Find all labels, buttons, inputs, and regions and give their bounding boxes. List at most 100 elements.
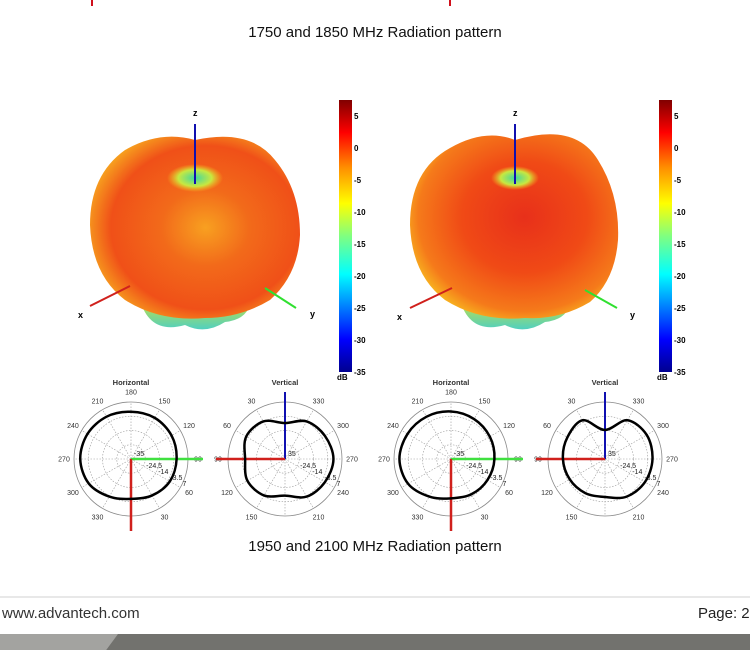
colorbar-tick-label: -30 — [354, 336, 366, 345]
polar-angle-label: 270 — [346, 457, 358, 464]
colorbar-tick-label: -25 — [354, 304, 366, 313]
polar-angle-label: 120 — [541, 490, 553, 497]
polar-angle-label: 240 — [67, 423, 79, 430]
polar-angle-label: 60 — [223, 423, 231, 430]
z-axis-label: z — [513, 108, 518, 118]
polar-grid-spoke — [130, 458, 181, 488]
polar-grid-spoke — [576, 409, 606, 460]
polar-angle-label: 30 — [568, 398, 576, 405]
red-axis-fragment — [449, 0, 451, 6]
polar-plot-vertical: 330300270240210150120906030Vertical35-24… — [534, 378, 678, 522]
red-axis-fragment — [91, 0, 93, 6]
polar-angle-label: 180 — [445, 390, 457, 397]
polar-angle-label: 150 — [479, 398, 491, 405]
colorbar-tick-label: -25 — [674, 304, 686, 313]
y-axis-label: y — [630, 310, 635, 320]
polar-angle-label: 270 — [666, 457, 678, 464]
polar-angle-label: 300 — [657, 423, 669, 430]
figure-area: z x y z x y 5 0 -5 -10 -15 -20 -25 -30 -35 dB 5 0 -5… — [58, 100, 686, 531]
polar-grid-spoke — [130, 458, 160, 509]
pattern-surface — [90, 136, 300, 319]
polar-angle-label: 270 — [58, 457, 70, 464]
polar-title: Horizontal — [113, 378, 150, 387]
polar-r-tick-label: 7 — [336, 481, 340, 488]
page-number: Page: 23 — [697, 605, 750, 622]
polar-r-tick-label: -24.5 — [146, 463, 162, 470]
colorbar-tick-label: -5 — [354, 176, 362, 185]
polar-r-tick-label: 35 — [288, 451, 296, 458]
polar-r-tick-label: -14 — [158, 469, 168, 476]
polar-angle-label: 330 — [92, 515, 104, 522]
polar-grid-spoke — [102, 409, 132, 460]
polar-grid-spoke — [450, 409, 480, 460]
colorbar-tick-label: -15 — [674, 240, 686, 249]
colorbar-tick-label: -20 — [674, 272, 686, 281]
polar-title: Vertical — [592, 378, 619, 387]
colorbar-gradient — [659, 100, 672, 372]
polar-grid-spoke — [284, 458, 335, 488]
polar-grid-spoke — [102, 458, 132, 509]
footer-url[interactable]: www.advantech.com — [2, 605, 140, 622]
polar-angle-label: 300 — [337, 423, 349, 430]
y-axis — [584, 289, 618, 309]
colorbar-gradient — [339, 100, 352, 372]
colorbar-tick-label: -10 — [674, 208, 686, 217]
polar-r-tick-label: -35 — [454, 451, 464, 458]
x-axis-label: x — [78, 310, 83, 320]
polar-angle-label: 330 — [412, 515, 424, 522]
polar-grid-spoke — [284, 458, 314, 509]
polar-grid-spoke — [422, 458, 452, 509]
polar-grid-spoke — [450, 458, 480, 509]
polar-angle-label: 120 — [183, 423, 195, 430]
polar-grid-spoke — [604, 458, 634, 509]
polar-title: Horizontal — [433, 378, 470, 387]
radiation-pattern-curve — [561, 418, 654, 500]
polar-angle-label: 210 — [633, 515, 645, 522]
colorbar-tick-label: -15 — [354, 240, 366, 249]
polar-r-tick-label: 7 — [502, 481, 506, 488]
polar-r-tick-label: -35 — [134, 451, 144, 458]
polar-r-tick-label: -3.5 — [490, 475, 502, 482]
polar-angle-label: 60 — [543, 423, 551, 430]
polar-grid-spoke — [235, 430, 286, 460]
polar-plot-vertical: 330300270240210150120906030Vertical35-24… — [214, 378, 358, 522]
polar-grid-spoke — [130, 409, 160, 460]
polar-angle-label: 150 — [246, 515, 258, 522]
colorbar-tick-label: 0 — [674, 144, 679, 153]
polar-angle-label: 60 — [185, 490, 193, 497]
polar-r-tick-label: -14 — [478, 469, 488, 476]
radiation-pattern-curve — [243, 419, 335, 499]
y-axis-label: y — [310, 309, 315, 319]
colorbar-tick-label: 0 — [354, 144, 359, 153]
pattern-surface — [410, 134, 619, 319]
figure-caption-bottom: 1950 and 2100 MHz Radiation pattern — [248, 538, 502, 555]
polar-angle-label: 300 — [387, 490, 399, 497]
polar-grid-spoke — [256, 458, 286, 509]
polar-grid-spoke — [401, 430, 452, 460]
polar-grid-spoke — [284, 430, 335, 460]
polar-grid-spoke — [604, 430, 655, 460]
polar-r-tick-label: -14 — [632, 469, 642, 476]
polar-grid-spoke — [450, 458, 501, 488]
colorbar-tick-label: 5 — [354, 112, 359, 121]
colorbar-tick-label: -20 — [354, 272, 366, 281]
polar-r-tick-label: 7 — [656, 481, 660, 488]
polar-grid-spoke — [235, 458, 286, 488]
colorbar: 5 0 -5 -10 -15 -20 -25 -30 -35 dB — [657, 100, 686, 382]
polar-grid-spoke — [604, 409, 634, 460]
polar-angle-label: 30 — [481, 515, 489, 522]
polar-grid-spoke — [422, 409, 452, 460]
polar-angle-label: 180 — [125, 390, 137, 397]
polar-r-tick-label: -14 — [312, 469, 322, 476]
polar-angle-label: 30 — [248, 398, 256, 405]
polar-angle-label: 210 — [412, 398, 424, 405]
polar-r-tick-label: -3.5 — [324, 475, 336, 482]
polar-grid-spoke — [130, 430, 181, 460]
3d-pattern-right: z x y — [397, 108, 635, 330]
figure-caption-top: 1750 and 1850 MHz Radiation pattern — [248, 24, 502, 41]
colorbar-tick-label: -35 — [354, 368, 366, 377]
polar-grid-spoke — [555, 458, 606, 488]
colorbar: 5 0 -5 -10 -15 -20 -25 -30 -35 dB — [337, 100, 366, 382]
polar-angle-label: 270 — [378, 457, 390, 464]
y-axis — [264, 287, 297, 309]
